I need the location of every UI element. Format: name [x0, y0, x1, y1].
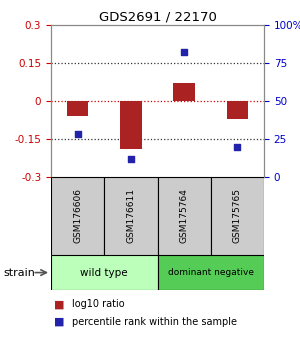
Bar: [104, 177, 158, 255]
Text: percentile rank within the sample: percentile rank within the sample: [72, 317, 237, 327]
Text: ■: ■: [54, 299, 64, 309]
Text: dominant negative: dominant negative: [168, 268, 254, 277]
Text: GSM176611: GSM176611: [126, 188, 135, 244]
Bar: [211, 177, 264, 255]
Bar: [67, 101, 88, 116]
Text: ■: ■: [54, 317, 64, 327]
Bar: [173, 83, 195, 101]
Bar: [120, 101, 142, 149]
Text: GSM175764: GSM175764: [180, 188, 189, 244]
Title: GDS2691 / 22170: GDS2691 / 22170: [99, 11, 216, 24]
Bar: [227, 101, 248, 119]
Point: [75, 132, 80, 137]
Bar: [158, 255, 264, 290]
Point: [128, 156, 133, 161]
Text: GSM175765: GSM175765: [233, 188, 242, 244]
Point: [235, 144, 240, 149]
Bar: [158, 177, 211, 255]
Bar: [51, 177, 104, 255]
Text: GSM176606: GSM176606: [73, 188, 82, 244]
Text: strain: strain: [3, 268, 35, 278]
Text: log10 ratio: log10 ratio: [72, 299, 124, 309]
Point: [182, 49, 187, 55]
Bar: [51, 255, 158, 290]
Text: wild type: wild type: [80, 268, 128, 278]
